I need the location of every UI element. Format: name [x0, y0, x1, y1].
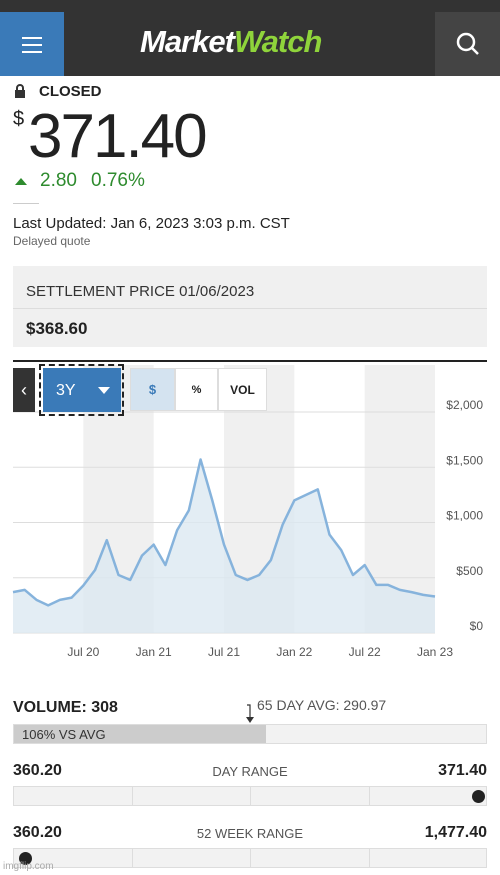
avg-marker	[246, 704, 254, 723]
dropdown-arrow	[98, 387, 110, 394]
change-percent: 0.76%	[91, 170, 145, 191]
x-tick-label: Jan 22	[276, 645, 312, 659]
y-tick-label: $2,000	[446, 398, 483, 412]
day-high: 371.40	[438, 762, 487, 779]
logo[interactable]: MarketWatch	[140, 24, 322, 59]
settlement-box	[13, 266, 487, 347]
watermark: imgflip.com	[3, 861, 54, 872]
y-tick-label: $1,000	[446, 509, 483, 523]
avg-volume: 65 DAY AVG: 290.97	[257, 697, 387, 713]
search-button[interactable]	[435, 12, 500, 76]
day-range-label: DAY RANGE	[212, 764, 288, 779]
week52-high: 1,477.40	[424, 824, 487, 841]
range-select[interactable]: 3Y	[43, 368, 121, 412]
vs-avg: 106% VS AVG	[22, 727, 106, 742]
x-tick-label: Jan 21	[136, 645, 172, 659]
x-tick-label: Jul 22	[349, 645, 381, 659]
week52-range-bar	[13, 848, 487, 868]
day-range-bar	[13, 786, 487, 806]
divider	[13, 203, 39, 204]
x-tick-label: Jul 21	[208, 645, 240, 659]
menu-button[interactable]	[0, 12, 64, 76]
up-arrow	[15, 178, 27, 185]
header	[0, 0, 500, 76]
range-value: 3Y	[56, 382, 76, 399]
volume: VOLUME: 308	[13, 699, 118, 716]
range-dot	[472, 790, 485, 803]
x-tick-label: Jan 23	[417, 645, 453, 659]
settlement-value: $368.60	[26, 319, 88, 338]
market-status: CLOSED	[39, 83, 102, 100]
y-tick-label: $0	[470, 619, 484, 633]
y-tick-label: $500	[456, 564, 483, 578]
focus-outline	[39, 364, 124, 416]
x-tick-label: Jul 20	[67, 645, 99, 659]
divider	[13, 308, 487, 309]
line	[12, 458, 436, 607]
lock-icon	[15, 84, 25, 98]
settlement-label: SETTLEMENT PRICE 01/06/2023	[26, 283, 255, 300]
delay-note: Delayed quote	[13, 234, 91, 248]
prev-button[interactable]: ‹	[13, 368, 35, 412]
price: 371.40	[28, 102, 208, 171]
volume-button[interactable]: VOL	[218, 368, 267, 411]
week52-low: 360.20	[13, 824, 62, 841]
volume-bar: 106% VS AVG	[13, 724, 487, 744]
range-dot	[19, 852, 32, 865]
day-low: 360.20	[13, 762, 62, 779]
search-icon	[456, 32, 479, 55]
change: 2.80	[40, 170, 77, 191]
last-updated: Last Updated: Jan 6, 2023 3:03 p.m. CST	[13, 215, 290, 232]
currency: $	[13, 108, 25, 130]
dollar-button[interactable]: $	[130, 368, 175, 411]
y-tick-label: $1,500	[446, 453, 483, 467]
volume-fill	[14, 725, 266, 743]
percent-button[interactable]: %	[175, 368, 218, 411]
week52-range-label: 52 WEEK RANGE	[196, 826, 304, 841]
